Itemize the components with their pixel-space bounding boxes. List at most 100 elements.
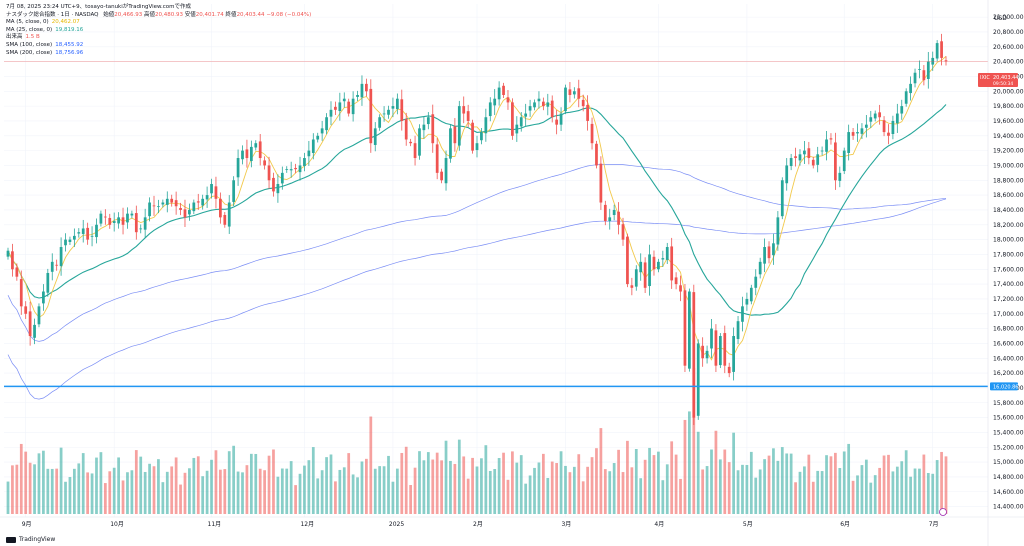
volume-bar <box>192 457 196 514</box>
volume-bar <box>161 482 165 514</box>
volume-bar <box>99 452 103 514</box>
price-tag-countdown: 09:50:34 <box>993 81 1013 87</box>
sma-100-polyline <box>7 164 947 342</box>
volume-bar <box>661 480 665 514</box>
candle-body <box>696 343 700 416</box>
volume-bar <box>789 453 793 514</box>
volume-bar <box>626 440 629 514</box>
volume-bar <box>382 466 386 514</box>
candle-body <box>320 128 324 134</box>
candle-body <box>785 165 789 184</box>
volume-bar <box>568 472 572 514</box>
candle-body <box>864 124 868 128</box>
volume-bar <box>701 469 705 514</box>
candle-body <box>77 232 81 234</box>
y-tick-label: 21,000.00 <box>993 14 1024 21</box>
candle-body <box>825 139 828 152</box>
volume-bar <box>785 453 789 514</box>
candle-body <box>670 246 674 281</box>
candle-body <box>780 180 784 217</box>
volume-bar <box>595 448 598 514</box>
volume-bar <box>117 457 120 514</box>
volume-bar <box>630 467 634 514</box>
y-tick-label: 19,800.00 <box>993 103 1024 110</box>
volume-bar <box>555 463 559 514</box>
y-tick-label: 20,000.00 <box>993 88 1024 95</box>
candle-body <box>188 209 191 215</box>
volume-bar <box>944 456 948 514</box>
volume-bar <box>590 457 594 514</box>
candle-body <box>174 200 178 207</box>
candle-body <box>634 269 638 287</box>
candle-body <box>568 89 572 95</box>
candle-body <box>502 85 505 95</box>
legend-sma100[interactable]: SMA (100, close) 18,455.92 <box>6 42 311 50</box>
candle-body <box>842 150 846 172</box>
volume-bar <box>422 460 426 514</box>
candle-body <box>285 169 289 170</box>
volume-bar <box>378 466 382 514</box>
y-tick-label: 18,000.00 <box>993 237 1024 244</box>
volume-bar <box>652 455 656 514</box>
y-tick-label: 20,400.00 <box>993 59 1024 66</box>
volume-bar <box>356 477 359 514</box>
volume-bar <box>541 453 545 514</box>
candle-body <box>152 205 156 207</box>
sma-200-polyline <box>7 198 947 400</box>
candle-body <box>944 60 948 62</box>
x-tick-label: 4月 <box>654 521 664 528</box>
candle-body <box>37 306 41 325</box>
volume-bar <box>502 452 505 514</box>
legend-ma25[interactable]: MA (25, close, 0) 19,819.16 <box>6 27 311 35</box>
candle-body <box>444 158 448 184</box>
volume-bar <box>121 480 125 514</box>
candle-body <box>630 285 634 288</box>
candle-body <box>639 261 643 273</box>
y-tick-label: 18,600.00 <box>993 192 1024 199</box>
volume-bar <box>426 452 430 514</box>
legend-ma5-value: 20,462.07 <box>51 19 80 26</box>
volume-bar <box>860 465 864 514</box>
candle-body <box>887 132 890 136</box>
candle-body <box>462 106 466 114</box>
volume-bar <box>471 457 474 514</box>
candle-body <box>519 117 523 127</box>
candle-body <box>736 321 740 339</box>
volume-bar <box>188 468 191 514</box>
volume-bar <box>537 462 541 514</box>
legend-ma5-label: MA (5, close, 0) <box>6 19 49 26</box>
candle-body <box>692 292 696 418</box>
volume-bar <box>276 476 280 514</box>
candle-body <box>882 120 886 133</box>
scroll-to-latest-icon[interactable] <box>939 508 947 516</box>
close-value: 20,403.44 <box>236 11 265 18</box>
volume-bar <box>634 449 638 514</box>
legend-volume[interactable]: 出来高 1.5 B <box>6 34 311 42</box>
volume-bar <box>679 478 682 514</box>
candle-body <box>360 83 364 98</box>
candle-body <box>661 258 665 260</box>
volume-bar <box>77 463 81 514</box>
candle-body <box>860 128 864 134</box>
candle-body <box>86 227 90 240</box>
volume-bar <box>864 459 868 514</box>
volume-bar <box>497 458 501 514</box>
candle-body <box>718 336 722 366</box>
tradingview-brand[interactable]: TradingView <box>6 536 55 543</box>
candle-body <box>511 102 514 136</box>
candle-body <box>515 124 519 134</box>
volume-bar <box>480 458 483 514</box>
legend-volume-label: 出来高 <box>6 34 23 41</box>
legend-sma200[interactable]: SMA (200, close) 18,756.96 <box>6 50 311 58</box>
volume-bar <box>108 471 112 514</box>
volume-bar <box>157 459 160 514</box>
volume-bar <box>754 477 758 514</box>
x-axis: 9月 10月 11月 12月 2025 2月 3月 4月 5月 6月 7月 <box>22 521 939 528</box>
candle-body <box>139 228 143 230</box>
candle-body <box>42 291 45 304</box>
volume-bar <box>798 471 802 514</box>
legend-ma5[interactable]: MA (5, close, 0) 20,462.07 <box>6 19 311 27</box>
candle-body <box>559 113 563 125</box>
